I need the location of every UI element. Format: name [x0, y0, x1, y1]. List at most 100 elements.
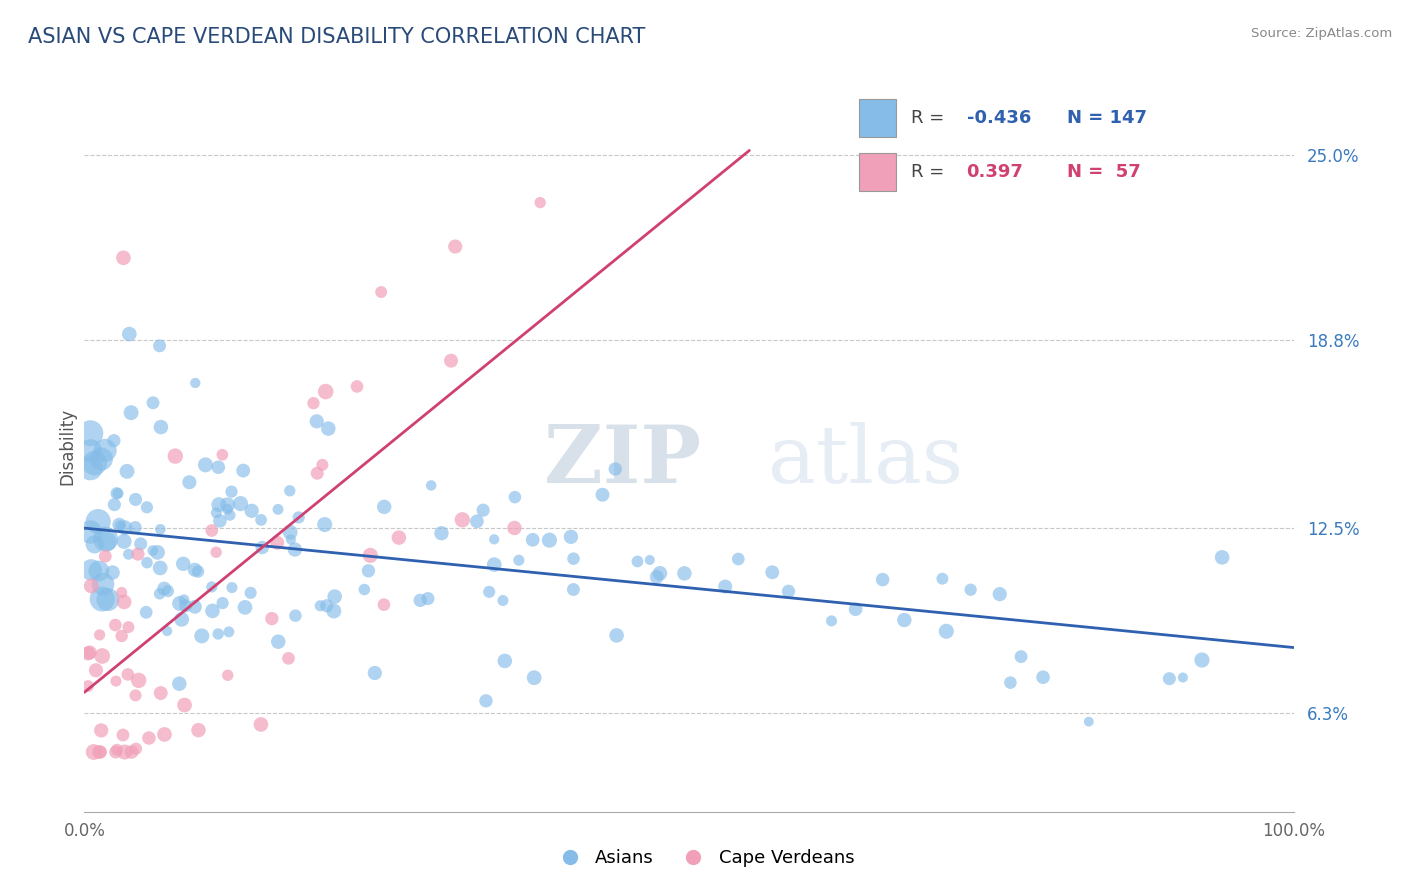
Point: [606, 628, 628, 642]
Point: [278, 483, 301, 498]
Point: [77, 679, 100, 693]
Point: [111, 585, 134, 599]
Point: [232, 464, 254, 478]
Point: [872, 573, 894, 587]
Point: [124, 492, 146, 507]
Point: [142, 543, 165, 558]
Point: [118, 326, 141, 341]
Point: [207, 460, 229, 475]
Point: [112, 595, 135, 609]
Point: [79, 646, 101, 660]
Point: [440, 353, 463, 368]
Point: [148, 339, 170, 353]
Point: [142, 396, 165, 410]
Point: [208, 514, 231, 528]
Text: Source: ZipAtlas.com: Source: ZipAtlas.com: [1251, 27, 1392, 40]
Point: [893, 613, 915, 627]
Point: [208, 498, 231, 512]
Point: [217, 502, 239, 516]
Point: [218, 624, 240, 639]
Point: [149, 522, 172, 536]
Point: [562, 551, 585, 566]
Point: [1191, 653, 1213, 667]
Point: [184, 599, 207, 614]
Point: [153, 727, 176, 741]
Point: [124, 520, 146, 534]
Point: [465, 514, 488, 528]
Point: [409, 593, 432, 607]
Point: [108, 518, 131, 533]
Point: [184, 563, 207, 577]
Point: [1171, 671, 1194, 685]
Point: [478, 585, 501, 599]
Point: [97, 592, 120, 607]
Point: [221, 484, 243, 499]
Point: [503, 521, 526, 535]
Point: [205, 545, 228, 559]
Point: [592, 488, 614, 502]
Point: [988, 587, 1011, 601]
Text: R =: R =: [911, 162, 956, 181]
Point: [135, 500, 157, 515]
Point: [373, 598, 395, 612]
Point: [169, 597, 191, 611]
Point: [107, 486, 129, 500]
Point: [484, 558, 506, 572]
Point: [83, 456, 105, 470]
Point: [451, 513, 474, 527]
Point: [149, 686, 172, 700]
Point: [205, 506, 228, 520]
Point: [187, 723, 209, 738]
Point: [370, 285, 392, 299]
Point: [778, 584, 800, 599]
Point: [89, 628, 111, 642]
Point: [90, 452, 112, 467]
Point: [250, 717, 273, 731]
Point: [727, 552, 749, 566]
Point: [311, 458, 333, 472]
Point: [529, 195, 551, 210]
Point: [96, 534, 118, 549]
Point: [845, 602, 868, 616]
Point: [714, 580, 737, 594]
Point: [482, 533, 505, 547]
Point: [307, 467, 329, 481]
Point: [315, 599, 337, 613]
FancyBboxPatch shape: [859, 99, 896, 137]
Point: [302, 396, 325, 410]
Point: [280, 533, 302, 547]
Point: [240, 504, 263, 518]
Point: [105, 486, 128, 500]
Point: [149, 561, 172, 575]
Text: N = 147: N = 147: [1067, 109, 1147, 128]
Point: [136, 556, 159, 570]
Point: [115, 464, 138, 478]
Point: [420, 478, 443, 492]
Point: [77, 647, 100, 661]
Point: [184, 376, 207, 390]
Point: [503, 490, 526, 504]
Point: [388, 531, 411, 545]
Point: [149, 420, 172, 434]
Point: [229, 497, 252, 511]
Point: [194, 458, 217, 472]
Point: [127, 547, 149, 561]
Point: [364, 665, 387, 680]
Point: [153, 582, 176, 596]
Point: [1077, 714, 1099, 729]
Point: [233, 600, 256, 615]
Point: [605, 462, 627, 476]
Point: [316, 421, 339, 435]
Point: [91, 648, 114, 663]
Point: [266, 535, 288, 549]
Point: [114, 521, 136, 535]
Point: [179, 475, 201, 490]
Point: [105, 742, 128, 756]
Point: [174, 599, 197, 613]
Point: [83, 745, 105, 759]
Point: [79, 426, 101, 441]
Point: [79, 524, 101, 539]
Point: [90, 745, 112, 759]
Point: [91, 592, 114, 607]
Point: [626, 554, 648, 568]
